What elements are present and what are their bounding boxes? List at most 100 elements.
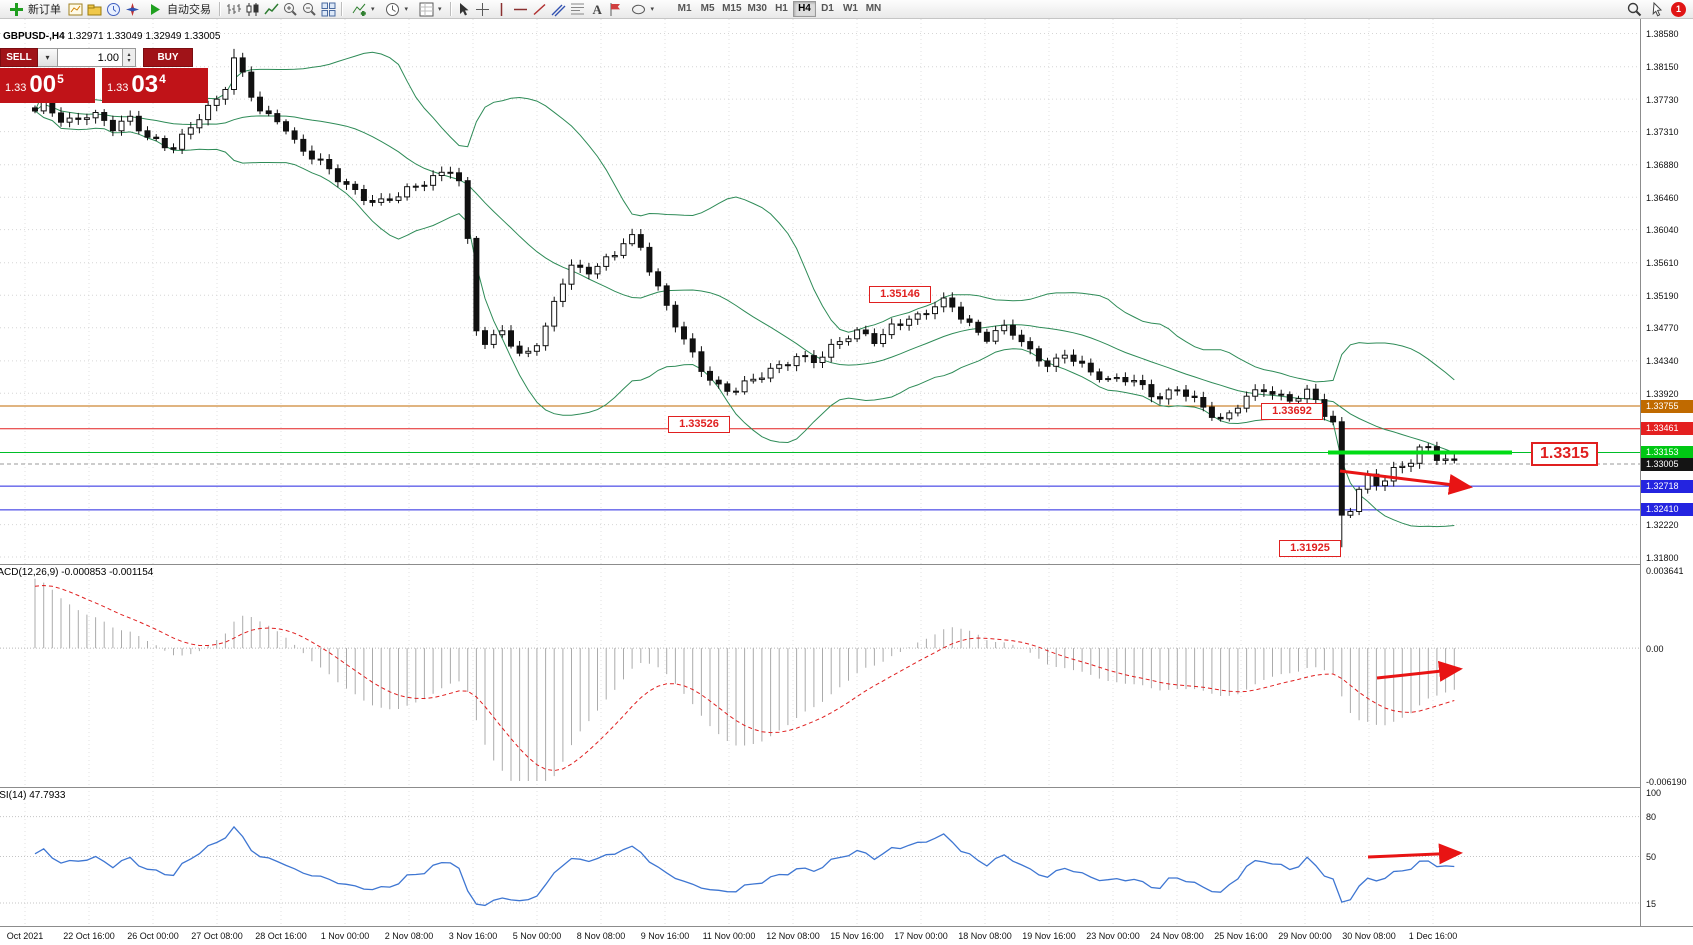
buy-price-pip: 4 bbox=[159, 72, 166, 86]
price-scale[interactable]: 1.38580 1.38150 1.37730 1.37310 1.36880 1.364… bbox=[1640, 19, 1693, 926]
new-order-label: 新订单 bbox=[28, 4, 61, 16]
chevron-down-icon: ▾ bbox=[404, 6, 409, 13]
price-axis-label: 1.38580 bbox=[1646, 29, 1679, 39]
templates-button[interactable]: ▾ bbox=[413, 1, 446, 18]
chart-title: GBPUSD-,H4 1.32971 1.33049 1.32949 1.330… bbox=[3, 31, 220, 42]
volume-stepper[interactable]: ▴ ▾ bbox=[123, 48, 136, 67]
time-axis-label: 25 Nov 16:00 bbox=[1214, 931, 1268, 941]
time-axis-label: 17 Nov 00:00 bbox=[894, 931, 948, 941]
tile-windows-button[interactable] bbox=[319, 1, 337, 18]
time-axis-label: 2 Nov 08:00 bbox=[384, 931, 434, 941]
toolbar-separator bbox=[219, 2, 220, 16]
shapes-tool-button[interactable]: ▾ bbox=[626, 1, 659, 18]
price-axis-label: 1.32220 bbox=[1646, 520, 1679, 531]
time-axis-label: 18 Nov 08:00 bbox=[958, 931, 1012, 941]
sell-price-main: 00 bbox=[29, 71, 57, 98]
trendline-tool-button[interactable] bbox=[531, 1, 549, 18]
price-axis-label: 1.36460 bbox=[1646, 192, 1679, 203]
toolbar-separator bbox=[341, 2, 342, 16]
time-scale[interactable]: Oct 2021 22 Oct 16:00 26 Oct 00:00 27 Oct 0… bbox=[0, 926, 1693, 945]
timeframe-h4[interactable]: H4 bbox=[792, 1, 816, 17]
pointer-icon[interactable] bbox=[1648, 1, 1666, 18]
label-tool-button[interactable] bbox=[607, 1, 625, 18]
new-order-button[interactable]: 新订单 bbox=[3, 1, 65, 18]
channel-tool-button[interactable] bbox=[550, 1, 568, 18]
rsi-indicator-chart[interactable] bbox=[0, 787, 1640, 926]
timeframe-m30[interactable]: M30 bbox=[747, 3, 767, 14]
price-annotation[interactable]: 1.31925 bbox=[1279, 540, 1341, 557]
timeframe-mn[interactable]: MN bbox=[865, 3, 882, 14]
price-tag: 1.32410 bbox=[1641, 503, 1693, 517]
sell-button[interactable]: SELL bbox=[0, 48, 38, 67]
autotrading-play-icon bbox=[146, 1, 164, 18]
bar-chart-button[interactable] bbox=[224, 1, 242, 18]
notification-badge[interactable]: 1 bbox=[1671, 1, 1686, 17]
price-axis-label: 1.31800 bbox=[1646, 552, 1679, 563]
profiles-button[interactable] bbox=[85, 1, 103, 18]
crosshair-tool-button[interactable] bbox=[474, 1, 492, 18]
support-level-annotation[interactable]: 1.3315 bbox=[1531, 442, 1598, 466]
time-axis-label: 19 Nov 16:00 bbox=[1022, 931, 1076, 941]
autotrading-button[interactable]: 自动交易 bbox=[142, 1, 215, 18]
time-axis-label: 3 Nov 16:00 bbox=[448, 931, 498, 941]
sell-price-pip: 5 bbox=[57, 72, 64, 86]
toolbar-right-group: 1 bbox=[1625, 1, 1690, 18]
sell-price-display[interactable]: 1.33 00 5 bbox=[0, 68, 95, 103]
candlestick-chart-button[interactable] bbox=[243, 1, 261, 18]
panel-separator[interactable] bbox=[0, 787, 1693, 788]
price-annotation[interactable]: 1.33526 bbox=[668, 416, 730, 433]
spin-up-icon: ▴ bbox=[127, 51, 131, 58]
zoom-out-button[interactable] bbox=[300, 1, 318, 18]
fibonacci-tool-button[interactable] bbox=[569, 1, 587, 18]
rsi-label: RSI(14) 47.7933 bbox=[0, 790, 66, 801]
timeframe-m1[interactable]: M1 bbox=[677, 3, 692, 14]
macd-label: MACD(12,26,9) -0.000853 -0.001154 bbox=[0, 567, 154, 578]
volume-dropdown[interactable]: ▾ bbox=[38, 48, 58, 67]
macd-axis-label: 0.003641 bbox=[1646, 565, 1684, 576]
timeframe-h1[interactable]: H1 bbox=[775, 3, 788, 14]
periods-button[interactable]: ▾ bbox=[380, 1, 413, 18]
navigator-button[interactable] bbox=[123, 1, 141, 18]
panel-separator[interactable] bbox=[0, 564, 1693, 565]
indicators-button[interactable]: ▾ bbox=[346, 1, 379, 18]
search-icon[interactable] bbox=[1625, 1, 1643, 18]
chevron-down-ic: ▾ bbox=[650, 6, 655, 13]
main-price-chart[interactable] bbox=[0, 19, 1640, 564]
price-axis-label: 1.37730 bbox=[1646, 94, 1679, 105]
cursor-tool-button[interactable] bbox=[455, 1, 473, 18]
time-axis-label: Oct 2021 bbox=[6, 931, 44, 941]
time-axis-label: 27 Oct 08:00 bbox=[191, 931, 243, 941]
macd-axis-label: 0.00 bbox=[1646, 643, 1664, 654]
timeframe-m15[interactable]: M15 bbox=[722, 3, 742, 14]
vertical-line-tool-button[interactable] bbox=[493, 1, 511, 18]
sell-price-prefix: 1.33 bbox=[5, 82, 27, 94]
price-axis-label: 1.36040 bbox=[1646, 225, 1679, 236]
price-tag: 1.33005 bbox=[1641, 457, 1693, 471]
price-tag: 1.32718 bbox=[1641, 479, 1693, 493]
market-watch-button[interactable] bbox=[104, 1, 122, 18]
time-axis-label: 15 Nov 16:00 bbox=[830, 931, 884, 941]
price-axis-label: 1.38150 bbox=[1646, 62, 1679, 73]
price-annotation[interactable]: 1.33692 bbox=[1261, 403, 1323, 420]
text-tool-button[interactable]: A bbox=[588, 1, 606, 18]
line-chart-button[interactable] bbox=[262, 1, 280, 18]
macd-indicator-chart[interactable] bbox=[0, 564, 1640, 787]
time-axis-label: 1 Dec 16:00 bbox=[1408, 931, 1458, 941]
rsi-axis-label: 80 bbox=[1646, 812, 1657, 823]
zoom-in-button[interactable] bbox=[281, 1, 299, 18]
time-axis-label: 26 Oct 00:00 bbox=[127, 931, 179, 941]
price-tag: 1.33153 bbox=[1641, 446, 1693, 459]
chart-window: 1.38580 1.38150 1.37730 1.37310 1.36880 1.364… bbox=[0, 19, 1693, 945]
buy-button[interactable]: BUY bbox=[143, 48, 193, 67]
trade-prices-row: 1.33 00 5 1.33 03 4 bbox=[0, 68, 208, 103]
new-chart-button[interactable] bbox=[66, 1, 84, 18]
horizontal-line-tool-button[interactable] bbox=[512, 1, 530, 18]
timeframe-d1[interactable]: D1 bbox=[821, 3, 834, 14]
timeframe-w1[interactable]: W1 bbox=[842, 3, 858, 14]
buy-price-display[interactable]: 1.33 03 4 bbox=[102, 68, 208, 103]
volume-input[interactable] bbox=[58, 48, 123, 67]
price-annotation[interactable]: 1.35146 bbox=[869, 286, 931, 303]
time-axis-label: 8 Nov 08:00 bbox=[576, 931, 626, 941]
timeframe-m5[interactable]: M5 bbox=[700, 3, 715, 14]
one-click-trading-panel: SELL ▾ ▴ ▾ BUY 1.33 00 5 1.33 03 4 bbox=[0, 48, 208, 103]
